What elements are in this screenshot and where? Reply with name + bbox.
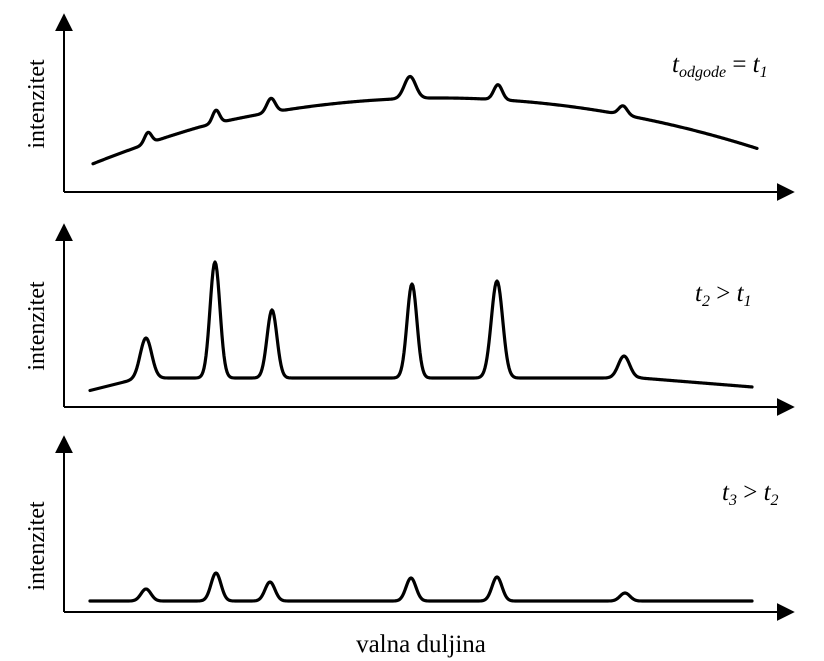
- panel-2: intenzitet t2 > t1: [24, 223, 795, 416]
- x-axis-label: valna duljina: [356, 631, 486, 658]
- panel-1: intenzitet todgode = t1: [24, 13, 795, 201]
- panel-2-spectrum-curve: [88, 260, 754, 393]
- panel-3-spectrum-curve: [88, 571, 754, 603]
- panel-3-condition: t3 > t2: [722, 479, 779, 509]
- panel-2-y-label: intenzitet: [24, 281, 50, 371]
- panel-1-y-label: intenzitet: [24, 59, 50, 149]
- panel-1-spectrum-curve: [91, 74, 759, 166]
- panel-3: intenzitet t3 > t2: [24, 435, 795, 621]
- panel-1-condition: todgode = t1: [672, 51, 768, 81]
- panel-2-condition: t2 > t1: [695, 280, 752, 310]
- panel-3-y-label: intenzitet: [24, 501, 50, 591]
